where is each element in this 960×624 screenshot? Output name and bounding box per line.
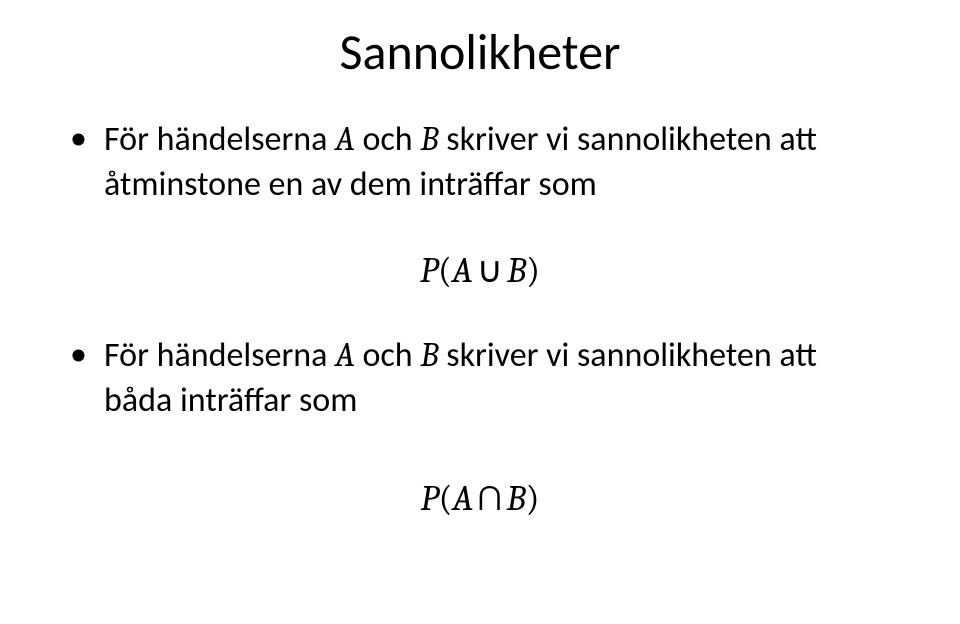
formula1-a: A [452, 250, 473, 291]
formula2-lpar: ( [439, 478, 453, 519]
bullet-item-1: För händelserna A och B skriver vi sanno… [70, 117, 890, 208]
formula2-p: P [420, 478, 438, 519]
formula1-lpar: ( [438, 250, 452, 291]
variable-b: B [420, 119, 438, 159]
formula-union: P(A∪B) [70, 250, 890, 291]
union-operator-icon: ∪ [473, 250, 507, 291]
variable-b-2: B [420, 335, 438, 375]
variable-a-2: A [335, 335, 355, 375]
slide-title: Sannolikheter [70, 22, 890, 83]
formula2-rpar: ) [526, 478, 540, 519]
bullet1-text-mid: och [355, 119, 421, 160]
variable-a: A [335, 119, 355, 159]
formula1-p: P [420, 250, 438, 291]
formula2-b: B [506, 478, 525, 519]
bullet1-text-pre: För händelserna [104, 119, 335, 160]
formula-intersection: P(A∩B) [70, 478, 890, 519]
bullet-item-2: För händelserna A och B skriver vi sanno… [70, 333, 890, 424]
formula1-b: B [507, 250, 526, 291]
bullet2-text-mid: och [355, 335, 421, 376]
formula2-a: A [452, 478, 473, 519]
bullet2-text-pre: För händelserna [104, 335, 335, 376]
slide: Sannolikheter För händelserna A och B sk… [0, 0, 960, 624]
bullet-list-2: För händelserna A och B skriver vi sanno… [70, 333, 890, 424]
intersection-operator-icon: ∩ [473, 478, 506, 519]
bullet-list: För händelserna A och B skriver vi sanno… [70, 117, 890, 208]
formula1-rpar: ) [526, 250, 540, 291]
